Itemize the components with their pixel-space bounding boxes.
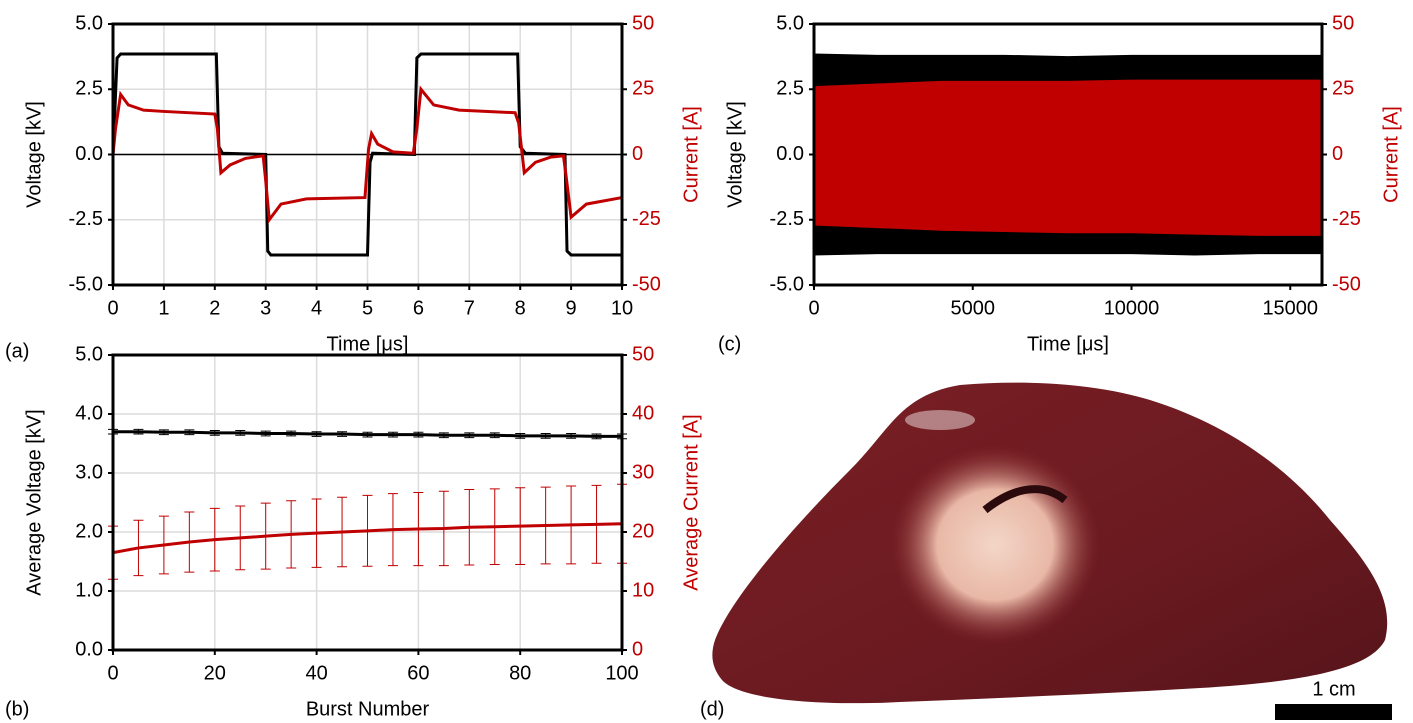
y-tick-label: 1.0 — [75, 579, 103, 601]
x-axis-title: Time [μs] — [1027, 333, 1109, 355]
y2-tick-label: -25 — [632, 208, 661, 230]
x-tick-label: 5000 — [951, 297, 996, 319]
y-tick-label: -2.5 — [770, 208, 804, 230]
x-tick-label: 2 — [209, 297, 220, 319]
x-tick-label: 80 — [509, 662, 531, 684]
y-tick-label: 4.0 — [75, 402, 103, 424]
x-tick-label: 4 — [311, 297, 322, 319]
y2-tick-label: 25 — [1332, 78, 1354, 100]
x-tick-label: 5 — [362, 297, 373, 319]
x-tick-label: 40 — [305, 662, 327, 684]
y-axis-title: Voltage [kV] — [23, 101, 45, 208]
chart-panel: 0 20 40 60 80 100 0.0 1.0 2.0 3.0 4.0 5.0 0 10 20 30 40 5… — [5, 343, 702, 720]
x-tick-label: 0 — [107, 297, 118, 319]
x-tick-label: 7 — [464, 297, 475, 319]
incision — [982, 485, 1068, 514]
y2-tick-label: 0 — [1332, 143, 1343, 165]
y-tick-label: 3.0 — [75, 461, 103, 483]
y-axis-title: Voltage [kV] — [724, 101, 746, 208]
y2-tick-label: 0 — [632, 638, 643, 660]
panel-label: (a) — [5, 340, 29, 362]
y-tick-label: 2.5 — [776, 78, 804, 100]
scale-label: 1 cm — [1312, 678, 1355, 700]
y-tick-label: 5.0 — [776, 12, 804, 34]
y2-tick-label: -50 — [632, 273, 661, 295]
y2-tick-label: 30 — [632, 461, 654, 483]
y2-tick-label: 50 — [632, 343, 654, 365]
y2-tick-label: 0 — [632, 143, 643, 165]
y2-tick-label: 40 — [632, 402, 654, 424]
chart-panel: 0 5000 10000 15000 -5.0 -2.5 0.0 2.5 5.0 -50 -25 0 2… — [718, 12, 1402, 355]
x-tick-label: 60 — [407, 662, 429, 684]
x-tick-label: 9 — [566, 297, 577, 319]
y-tick-label: 2.0 — [75, 520, 103, 542]
x-tick-label: 6 — [413, 297, 424, 319]
chart-panel: 0 1 2 3 4 5 6 7 8 9 10 -5.0 -2.5 0.0 2.5 5.0 -50 -25 0 25 50… — [5, 12, 702, 362]
y-axis-title: Average Voltage [kV] — [23, 409, 45, 595]
x-tick-label: 0 — [107, 662, 118, 684]
x-axis-title: Burst Number — [306, 698, 430, 720]
y2-axis-title: Current [A] — [1380, 106, 1402, 203]
y-tick-label: 0.0 — [75, 143, 103, 165]
y-tick-label: 0.0 — [776, 143, 804, 165]
panel-label: (d) — [700, 698, 724, 720]
y-tick-label: 0.0 — [75, 638, 103, 660]
x-tick-label: 20 — [204, 662, 226, 684]
panel-label: (b) — [5, 698, 29, 720]
panel-label: (c) — [718, 333, 741, 355]
y2-tick-label: 25 — [632, 78, 654, 100]
highlight — [905, 410, 975, 430]
x-tick-label: 3 — [260, 297, 271, 319]
x-tick-label: 10000 — [1104, 297, 1160, 319]
tissue-photo — [712, 382, 1388, 704]
y-tick-label: -5.0 — [69, 273, 103, 295]
y2-tick-label: 20 — [632, 520, 654, 542]
x-tick-label: 100 — [605, 662, 638, 684]
y2-tick-label: -50 — [1332, 273, 1361, 295]
y2-tick-label: 50 — [632, 12, 654, 34]
y-tick-label: 5.0 — [75, 12, 103, 34]
series-line — [111, 85, 623, 224]
series-line — [112, 522, 623, 555]
x-tick-label: 15000 — [1262, 297, 1318, 319]
x-tick-label: 0 — [808, 297, 819, 319]
y-tick-label: -5.0 — [770, 273, 804, 295]
x-tick-label: 10 — [611, 297, 633, 319]
signal-envelope — [813, 79, 1323, 236]
y2-tick-label: 50 — [1332, 12, 1354, 34]
ablation-lesion — [890, 445, 1100, 645]
y2-axis-title: Current [A] — [680, 106, 702, 203]
x-tick-label: 8 — [515, 297, 526, 319]
y-tick-label: 5.0 — [75, 343, 103, 365]
y2-axis-title: Average Current [A] — [680, 414, 702, 590]
y2-tick-label: -25 — [1332, 208, 1361, 230]
x-tick-label: 1 — [158, 297, 169, 319]
series-line — [111, 52, 622, 257]
scale-bar — [1275, 704, 1392, 720]
plot-frame — [111, 353, 624, 652]
y2-tick-label: 10 — [632, 579, 654, 601]
x-axis-title: Time [μs] — [327, 333, 409, 355]
y-tick-label: 2.5 — [75, 78, 103, 100]
y-tick-label: -2.5 — [69, 208, 103, 230]
series-line — [113, 430, 622, 438]
